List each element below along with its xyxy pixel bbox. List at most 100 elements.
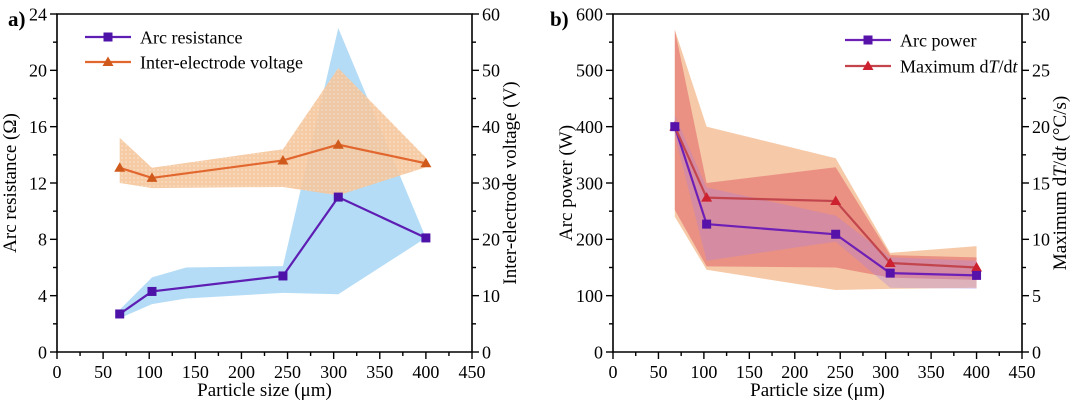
data-point-marker: [278, 271, 288, 281]
left-y-tick-label: 0: [594, 342, 603, 362]
right-y-tick-label: 20: [1032, 117, 1050, 137]
x-tick-label: 100: [690, 362, 717, 382]
right-y-axis-title: Maximum dT/dt (°C/s): [1050, 96, 1071, 270]
error-bands: [119, 28, 426, 319]
legend-entry-inter-electrode-voltage: Inter-electrode voltage: [85, 52, 303, 72]
left-y-tick-label: 100: [576, 286, 603, 306]
x-tick-label: 50: [94, 362, 112, 382]
series-markers-inter-electrode-voltage: [114, 139, 432, 182]
x-tick-label: 150: [182, 362, 209, 382]
chart-b-svg: 0 50 100 150 200 250 300 350 400 4500100200300400…: [550, 4, 1071, 401]
left-y-tick-label: 16: [29, 117, 47, 137]
right-y-tick-label: 0: [1032, 342, 1041, 362]
legend-marker-square: [863, 35, 873, 45]
legend-label: Inter-electrode voltage: [140, 52, 303, 72]
series-markers-arc-power: [670, 122, 982, 280]
right-y-tick-label: 40: [482, 117, 500, 137]
right-y-tick-label: 25: [1032, 61, 1050, 81]
left-y-tick-label: 24: [29, 4, 47, 24]
data-point-marker: [702, 219, 712, 229]
right-y-tick-label: 20: [482, 230, 500, 250]
left-y-tick-label: 12: [29, 173, 47, 193]
chart-panel-b: 0 50 100 150 200 250 300 350 400 450 0 100 200 300 400…: [540, 0, 1080, 408]
legend-label: Maximum dT/dt: [900, 56, 1019, 76]
left-y-tick-label: 200: [576, 230, 603, 250]
x-tick-label: 400: [412, 362, 439, 382]
dtdt-error-band: [674, 29, 977, 280]
legend: Arc power Maximum dT/dt: [845, 30, 1019, 76]
x-tick-label: 300: [320, 362, 347, 382]
data-point-marker: [830, 195, 842, 206]
error-bands: [674, 29, 977, 291]
data-point-marker: [277, 154, 289, 165]
x-tick-label: 50: [649, 362, 667, 382]
legend-label: Arc power: [900, 30, 976, 50]
x-tick-label: 200: [228, 362, 255, 382]
data-point-marker: [670, 122, 680, 132]
right-y-tick-label: 0: [482, 342, 491, 362]
x-tick-label: 350: [918, 362, 945, 382]
left-y-tick-label: 8: [38, 230, 47, 250]
left-y-tick-label: 500: [576, 61, 603, 81]
data-point-marker: [885, 268, 895, 278]
right-y-tick-label: 30: [1032, 4, 1050, 24]
x-tick-label: 200: [781, 362, 808, 382]
left-y-axis-title: Arc resistance (Ω): [0, 113, 21, 253]
right-y-axis-title: Inter-electrode voltage (V): [500, 81, 521, 284]
data-point-marker: [114, 162, 126, 172]
chart-panel-a: 0 50 100 150 200 250 300 350 400 450 0 4 8 12 16 20 24 0 1…: [0, 4, 521, 401]
data-point-marker: [115, 309, 125, 319]
right-y-tick-label: 5: [1032, 286, 1041, 306]
right-y-tick-label: 50: [482, 61, 500, 81]
left-y-tick-label: 20: [29, 61, 47, 81]
axis-ticks: 0 50 100 150 200 250 300 350 400 4500481216202401…: [29, 4, 500, 382]
data-point-marker: [701, 192, 713, 202]
data-point-marker: [147, 286, 157, 296]
data-point-marker: [332, 139, 344, 149]
x-tick-label: 350: [366, 362, 393, 382]
x-axis-title: Particle size (μm): [750, 380, 885, 401]
data-point-marker: [884, 257, 896, 267]
x-tick-label: 0: [53, 362, 62, 382]
legend-entry-maximum-dt-dt: Maximum dT/dt: [845, 56, 1019, 76]
x-tick-label: 450: [1009, 362, 1036, 382]
dtdt-range-band: [674, 29, 977, 291]
x-tick-label: 250: [274, 362, 301, 382]
x-tick-label: 250: [827, 362, 854, 382]
data-point-marker: [971, 262, 983, 272]
right-y-tick-label: 15: [1032, 173, 1050, 193]
left-y-axis-title: Arc power (W): [556, 125, 577, 241]
axis-ticks: 0 50 100 150 200 250 300 350 400 4500100200300400…: [576, 4, 1050, 382]
panel-label: b): [550, 7, 569, 31]
right-y-tick-label: 60: [482, 4, 500, 24]
legend-marker-triangle: [102, 56, 114, 66]
data-point-marker: [146, 172, 158, 182]
left-y-tick-label: 400: [576, 117, 603, 137]
data-point-marker: [831, 229, 841, 239]
x-axis-title: Particle size (μm): [197, 380, 332, 401]
series-markers-arc-resistance: [115, 192, 431, 319]
voltage-error-band: [119, 68, 426, 196]
x-tick-label: 150: [736, 362, 763, 382]
legend-entry-arc-power: Arc power: [845, 30, 976, 50]
right-y-tick-label: 30: [482, 173, 500, 193]
panel-label: a): [8, 7, 26, 31]
chart-a-svg: 0 50 100 150 200 250 300 350 400 4500481216202401…: [0, 4, 521, 401]
x-tick-label: 100: [136, 362, 163, 382]
left-y-tick-label: 0: [38, 342, 47, 362]
arc-power-error-band: [674, 115, 977, 289]
legend-label: Arc resistance: [140, 27, 242, 47]
left-y-tick-label: 4: [38, 286, 47, 306]
data-point-marker: [972, 270, 982, 280]
x-tick-label: 450: [459, 362, 486, 382]
data-point-marker: [333, 192, 343, 202]
data-point-marker: [421, 233, 431, 243]
legend-entry-arc-resistance: Arc resistance: [85, 27, 242, 47]
data-point-marker: [420, 157, 432, 168]
right-y-tick-label: 10: [482, 286, 500, 306]
left-y-tick-label: 600: [576, 4, 603, 24]
x-tick-label: 400: [963, 362, 990, 382]
legend-marker-triangle: [862, 60, 874, 70]
left-y-tick-label: 300: [576, 173, 603, 193]
